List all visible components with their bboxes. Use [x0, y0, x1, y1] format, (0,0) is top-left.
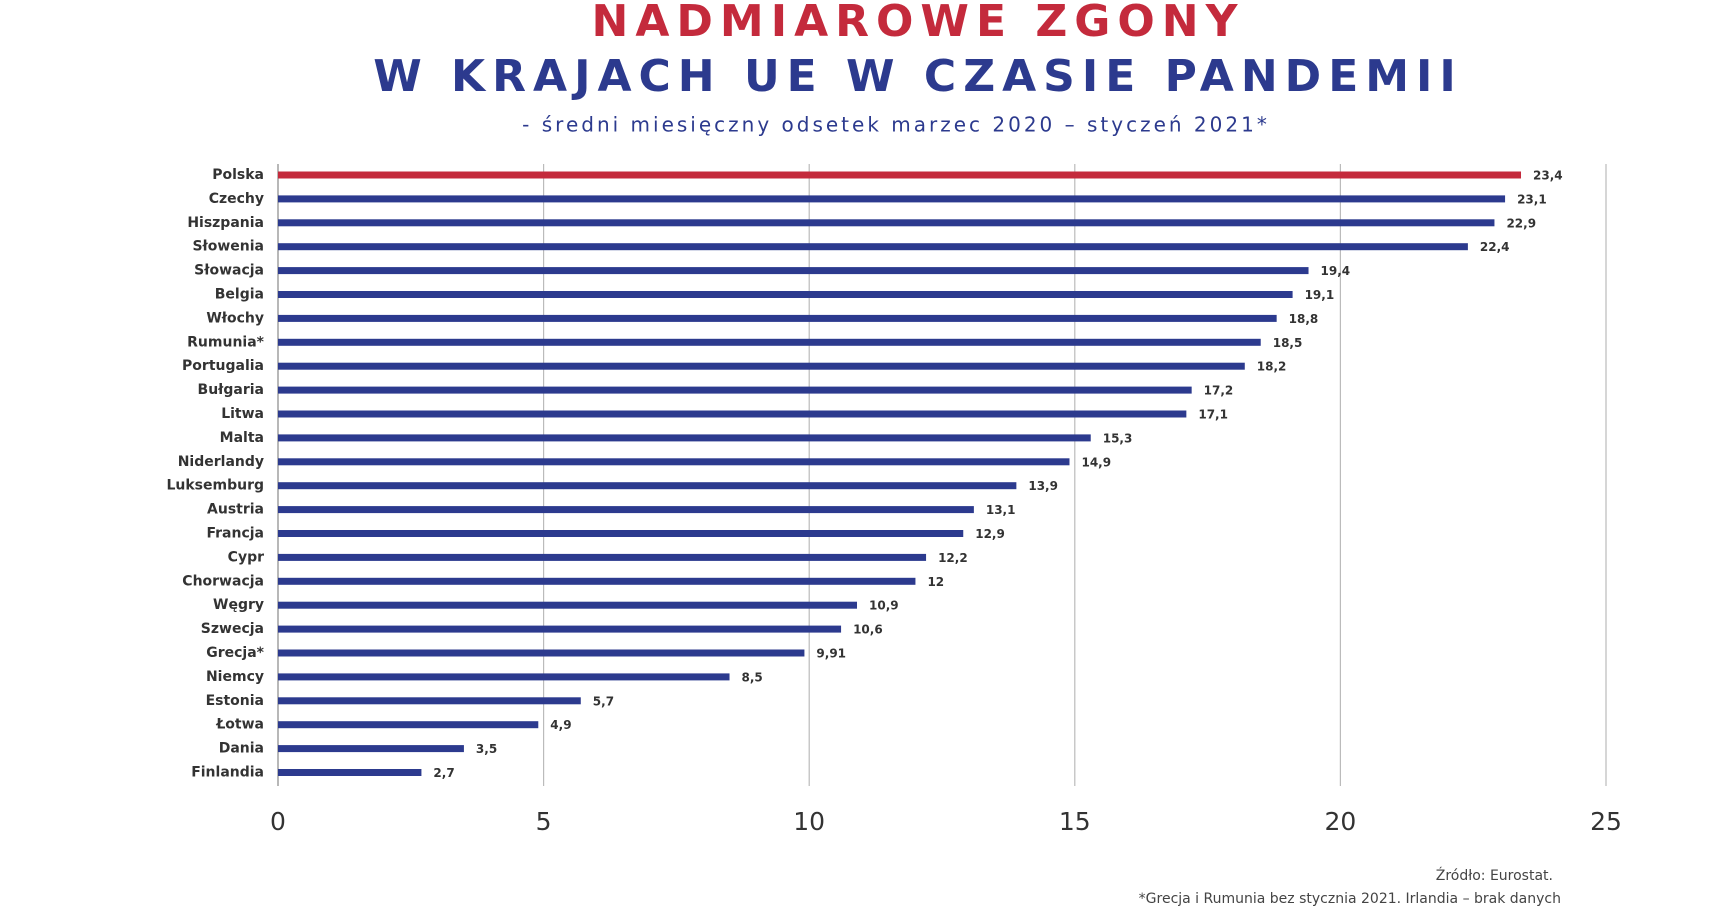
- x-tick-label: 10: [793, 807, 825, 836]
- chart-title: NADMIAROWE ZGONY: [592, 0, 1245, 47]
- value-label: 12,9: [975, 527, 1005, 541]
- value-label: 10,9: [869, 599, 899, 613]
- value-label: 13,1: [986, 503, 1016, 517]
- category-label: Francja: [206, 526, 264, 542]
- bar: [278, 625, 842, 633]
- category-label: Rumunia*: [187, 334, 265, 350]
- category-label: Niderlandy: [178, 454, 264, 470]
- chart-caption: - średni miesięczny odsetek marzec 2020 …: [522, 113, 1270, 137]
- bar: [278, 243, 1468, 251]
- value-label: 22,9: [1506, 216, 1536, 230]
- value-label: 13,9: [1028, 479, 1058, 493]
- value-label: 18,5: [1273, 336, 1303, 350]
- bar: [278, 577, 916, 585]
- bar: [278, 267, 1309, 275]
- bar: [278, 769, 422, 776]
- value-label: 19,4: [1321, 264, 1351, 278]
- value-label: 18,2: [1257, 360, 1287, 374]
- x-tick-label: 25: [1590, 807, 1622, 836]
- category-label: Czechy: [209, 191, 264, 207]
- category-label: Finlandia: [191, 765, 264, 781]
- category-label: Hiszpania: [187, 215, 264, 231]
- category-label: Luksemburg: [166, 478, 264, 494]
- value-label: 9,91: [816, 647, 846, 661]
- value-label: 12: [927, 575, 944, 589]
- category-label: Słowacja: [194, 263, 264, 279]
- value-label: 22,4: [1480, 240, 1510, 254]
- bar: [278, 291, 1293, 298]
- category-label: Łotwa: [215, 717, 264, 733]
- value-label: 15,3: [1103, 431, 1133, 445]
- bar: [278, 338, 1261, 346]
- category-label: Słowenia: [192, 239, 264, 255]
- category-label: Grecja*: [206, 645, 264, 661]
- bar: [278, 386, 1192, 394]
- value-label: 23,1: [1517, 192, 1547, 206]
- value-label: 4,9: [550, 718, 571, 732]
- bar: [278, 434, 1091, 442]
- category-label: Polska: [212, 167, 264, 183]
- x-tick-label: 20: [1324, 807, 1356, 836]
- bar: [278, 673, 730, 681]
- category-label: Litwa: [221, 406, 264, 422]
- category-label: Dania: [219, 741, 264, 757]
- value-label: 19,1: [1305, 288, 1335, 302]
- value-label: 23,4: [1533, 169, 1563, 183]
- category-label: Cypr: [228, 549, 264, 565]
- bar: [278, 553, 927, 561]
- bar: [278, 458, 1070, 466]
- bar: [278, 697, 581, 705]
- category-label: Estonia: [206, 693, 264, 709]
- value-label: 17,2: [1204, 384, 1234, 398]
- category-label: Malta: [220, 430, 264, 446]
- value-label: 2,7: [433, 766, 454, 780]
- bar: [278, 745, 464, 753]
- category-label: Chorwacja: [182, 573, 264, 589]
- value-label: 17,1: [1198, 408, 1228, 422]
- bar: [278, 171, 1522, 179]
- category-label: Włochy: [206, 310, 264, 326]
- bar: [278, 649, 805, 657]
- bar: [278, 506, 974, 514]
- chart-subtitle: W KRAJACH UE W CZASIE PANDEMII: [373, 51, 1463, 102]
- x-tick-label: 15: [1059, 807, 1091, 836]
- value-label: 12,2: [938, 551, 968, 565]
- value-label: 3,5: [476, 742, 497, 756]
- bar: [278, 219, 1495, 227]
- bar: [278, 195, 1506, 203]
- value-label: 18,8: [1289, 312, 1319, 326]
- x-tick-label: 0: [270, 807, 286, 836]
- category-label: Niemcy: [206, 669, 264, 685]
- bar: [278, 482, 1017, 490]
- bar: [278, 601, 858, 609]
- bar: [278, 530, 964, 537]
- bar: [278, 314, 1277, 322]
- source: Źródło: Eurostat.: [1436, 866, 1553, 884]
- value-label: 14,9: [1081, 455, 1111, 469]
- category-label: Portugalia: [182, 358, 264, 374]
- bar: [278, 721, 539, 729]
- bar: [278, 362, 1245, 370]
- category-label: Szwecja: [201, 621, 264, 637]
- note: *Grecja i Rumunia bez stycznia 2021. Irl…: [1139, 891, 1561, 907]
- category-label: Belgia: [215, 287, 264, 303]
- value-label: 8,5: [742, 670, 763, 684]
- category-label: Bułgaria: [198, 382, 264, 398]
- value-label: 10,6: [853, 623, 883, 637]
- category-label: Węgry: [213, 597, 264, 613]
- x-tick-label: 5: [536, 807, 552, 836]
- category-label: Austria: [207, 502, 264, 518]
- bar: [278, 410, 1187, 418]
- value-label: 5,7: [593, 694, 614, 708]
